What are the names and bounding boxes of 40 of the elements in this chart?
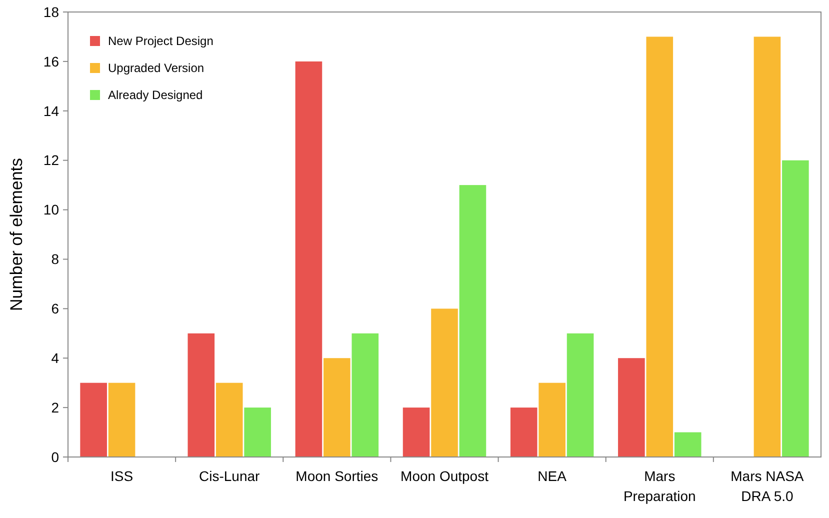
x-tick-label: Cis-Lunar — [199, 468, 260, 484]
bar — [754, 36, 781, 457]
bar — [295, 61, 322, 457]
x-tick-label: Mars NASA DRA 5.0 — [730, 468, 804, 504]
y-tick-label: 6 — [51, 300, 60, 317]
x-tick-label: Moon Sorties — [296, 468, 378, 484]
bar — [216, 382, 243, 457]
bar — [108, 382, 136, 457]
bar — [188, 333, 215, 457]
bar — [459, 185, 486, 457]
legend-label: Already Designed — [108, 88, 203, 102]
y-tick-label: 4 — [51, 350, 60, 366]
y-tick-label: 14 — [43, 102, 60, 119]
y-tick-label: 18 — [43, 4, 60, 20]
x-tick-label: Moon Outpost — [400, 468, 489, 484]
bar — [324, 358, 350, 457]
bar — [352, 333, 379, 457]
bar — [646, 36, 674, 457]
y-tick-label: 2 — [51, 399, 60, 416]
y-tick-label: 8 — [51, 251, 60, 268]
bar — [538, 382, 566, 457]
bar — [510, 408, 538, 457]
x-tick-label: NEA — [538, 468, 568, 484]
bar — [244, 408, 271, 457]
legend-label: New Project Design — [108, 34, 214, 48]
y-tick-label: 12 — [43, 152, 60, 168]
bar — [566, 333, 594, 457]
x-tick-label: Mars Preparation — [623, 468, 696, 504]
bar — [80, 382, 107, 457]
bar — [402, 408, 430, 457]
bar — [431, 308, 458, 457]
bar — [674, 432, 702, 457]
y-tick-label: 10 — [43, 202, 60, 218]
x-tick-label: ISS — [110, 468, 134, 484]
bar — [618, 358, 645, 457]
legend-label: Upgraded Version — [108, 61, 204, 76]
y-tick-label: 16 — [43, 53, 60, 70]
y-axis-title: Number of elements — [7, 158, 26, 312]
y-tick-label: 0 — [51, 448, 60, 465]
bar — [782, 160, 809, 457]
